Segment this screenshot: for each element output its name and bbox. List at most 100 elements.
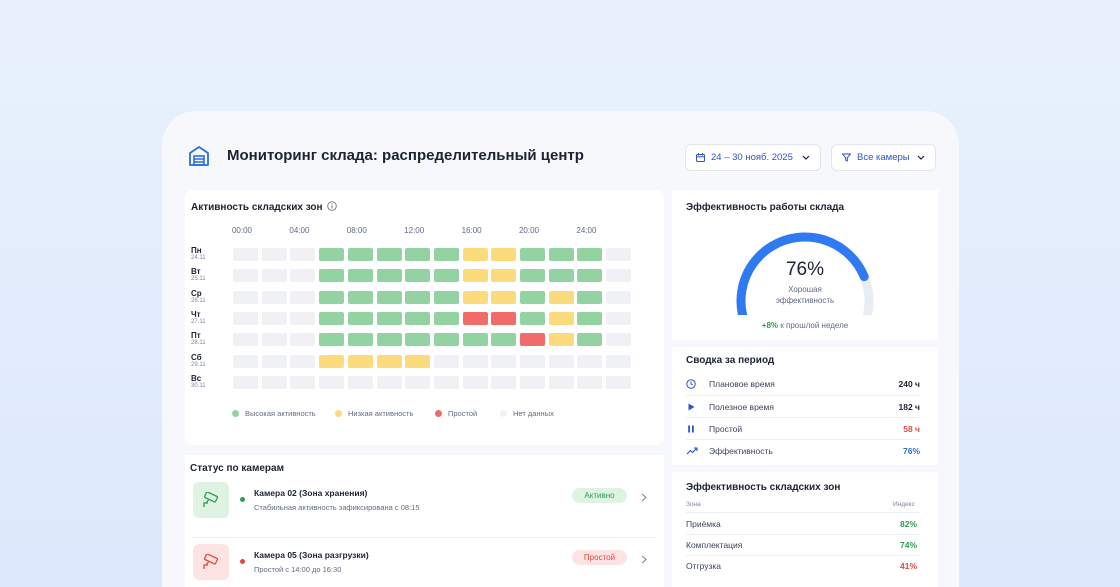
heatmap-cell[interactable] (577, 248, 603, 261)
heatmap-cell[interactable] (319, 333, 345, 347)
heatmap-cell[interactable] (577, 269, 603, 283)
camera-filter-dropdown[interactable]: Все камеры (831, 144, 936, 171)
heatmap-cell[interactable] (233, 269, 258, 283)
heatmap-cell[interactable] (405, 354, 431, 368)
heatmap-cell[interactable] (347, 248, 373, 261)
heatmap-cell[interactable] (462, 333, 488, 347)
heatmap-cell[interactable] (433, 333, 459, 347)
heatmap-cell[interactable] (433, 311, 459, 325)
heatmap-cell[interactable] (290, 290, 316, 304)
heatmap-cell[interactable] (520, 290, 545, 304)
heatmap-cell[interactable] (405, 248, 431, 261)
heatmap-cell[interactable] (233, 311, 258, 325)
heatmap-cell[interactable] (347, 311, 373, 325)
heatmap-cell[interactable] (261, 375, 287, 389)
heatmap-cell[interactable] (376, 354, 402, 368)
heatmap-cell[interactable] (462, 311, 488, 325)
heatmap-cell[interactable] (261, 333, 287, 347)
heatmap-cell[interactable] (290, 269, 316, 283)
camera-item[interactable]: Камера 02 (Зона хранения) Стабильная акт… (193, 482, 656, 532)
heatmap-cell[interactable] (347, 269, 373, 283)
heatmap-cell[interactable] (462, 375, 488, 389)
heatmap-cell[interactable] (520, 269, 545, 283)
heatmap-cell[interactable] (347, 333, 373, 347)
chevron-right-icon[interactable] (641, 493, 647, 502)
heatmap-cell[interactable] (261, 354, 287, 368)
heatmap-cell[interactable] (462, 248, 488, 261)
heatmap-cell[interactable] (606, 248, 632, 261)
heatmap-cell[interactable] (577, 311, 603, 325)
heatmap-cell[interactable] (405, 333, 431, 347)
heatmap-cell[interactable] (520, 354, 545, 368)
heatmap-cell[interactable] (548, 290, 574, 304)
heatmap-cell[interactable] (233, 248, 258, 261)
heatmap-cell[interactable] (577, 333, 603, 347)
info-icon[interactable] (327, 201, 337, 211)
heatmap-cell[interactable] (548, 354, 574, 368)
heatmap-cell[interactable] (491, 248, 517, 261)
heatmap-cell[interactable] (491, 269, 517, 283)
heatmap-cell[interactable] (319, 269, 345, 283)
heatmap-cell[interactable] (290, 248, 316, 261)
heatmap-cell[interactable] (548, 269, 574, 283)
heatmap-cell[interactable] (347, 354, 373, 368)
heatmap-cell[interactable] (491, 290, 517, 304)
heatmap-cell[interactable] (405, 311, 431, 325)
heatmap-cell[interactable] (290, 375, 316, 389)
heatmap-cell[interactable] (491, 311, 517, 325)
heatmap-cell[interactable] (233, 290, 258, 304)
heatmap-cell[interactable] (376, 269, 402, 283)
heatmap-cell[interactable] (548, 375, 574, 389)
heatmap-cell[interactable] (233, 354, 258, 368)
heatmap-cell[interactable] (462, 354, 488, 368)
heatmap-cell[interactable] (376, 311, 402, 325)
heatmap-cell[interactable] (261, 269, 287, 283)
heatmap-cell[interactable] (462, 269, 488, 283)
heatmap-cell[interactable] (433, 290, 459, 304)
heatmap-cell[interactable] (606, 333, 632, 347)
heatmap-cell[interactable] (577, 375, 603, 389)
heatmap-cell[interactable] (491, 375, 517, 389)
heatmap-cell[interactable] (233, 333, 258, 347)
heatmap-cell[interactable] (548, 248, 574, 261)
heatmap-cell[interactable] (376, 248, 402, 261)
heatmap-cell[interactable] (462, 290, 488, 304)
chevron-right-icon[interactable] (641, 555, 647, 564)
heatmap-cell[interactable] (433, 354, 459, 368)
heatmap-cell[interactable] (376, 290, 402, 304)
heatmap-cell[interactable] (606, 269, 632, 283)
heatmap-cell[interactable] (347, 290, 373, 304)
heatmap-cell[interactable] (261, 248, 287, 261)
heatmap-cell[interactable] (606, 354, 632, 368)
heatmap-cell[interactable] (319, 354, 345, 368)
heatmap-cell[interactable] (577, 290, 603, 304)
heatmap-cell[interactable] (520, 375, 545, 389)
heatmap-cell[interactable] (491, 333, 517, 347)
heatmap-cell[interactable] (347, 375, 373, 389)
camera-item[interactable]: Камера 05 (Зона разгрузки) Простой с 14:… (193, 544, 656, 587)
heatmap-cell[interactable] (376, 333, 402, 347)
heatmap-cell[interactable] (405, 269, 431, 283)
heatmap-cell[interactable] (290, 311, 316, 325)
heatmap-cell[interactable] (577, 354, 603, 368)
date-range-picker[interactable]: 24 – 30 нояб. 2025 (685, 144, 821, 171)
heatmap-cell[interactable] (319, 290, 345, 304)
heatmap-cell[interactable] (491, 354, 517, 368)
heatmap-cell[interactable] (433, 269, 459, 283)
heatmap-cell[interactable] (520, 248, 545, 261)
heatmap-cell[interactable] (319, 375, 345, 389)
heatmap-cell[interactable] (433, 375, 459, 389)
heatmap-cell[interactable] (319, 248, 345, 261)
heatmap-cell[interactable] (376, 375, 402, 389)
heatmap-cell[interactable] (261, 311, 287, 325)
heatmap-cell[interactable] (433, 248, 459, 261)
heatmap-cell[interactable] (319, 311, 345, 325)
heatmap-cell[interactable] (290, 333, 316, 347)
heatmap-cell[interactable] (405, 290, 431, 304)
heatmap-cell[interactable] (520, 311, 545, 325)
heatmap-cell[interactable] (606, 311, 632, 325)
heatmap-cell[interactable] (290, 354, 316, 368)
heatmap-cell[interactable] (405, 375, 431, 389)
heatmap-cell[interactable] (548, 311, 574, 325)
heatmap-cell[interactable] (606, 375, 632, 389)
